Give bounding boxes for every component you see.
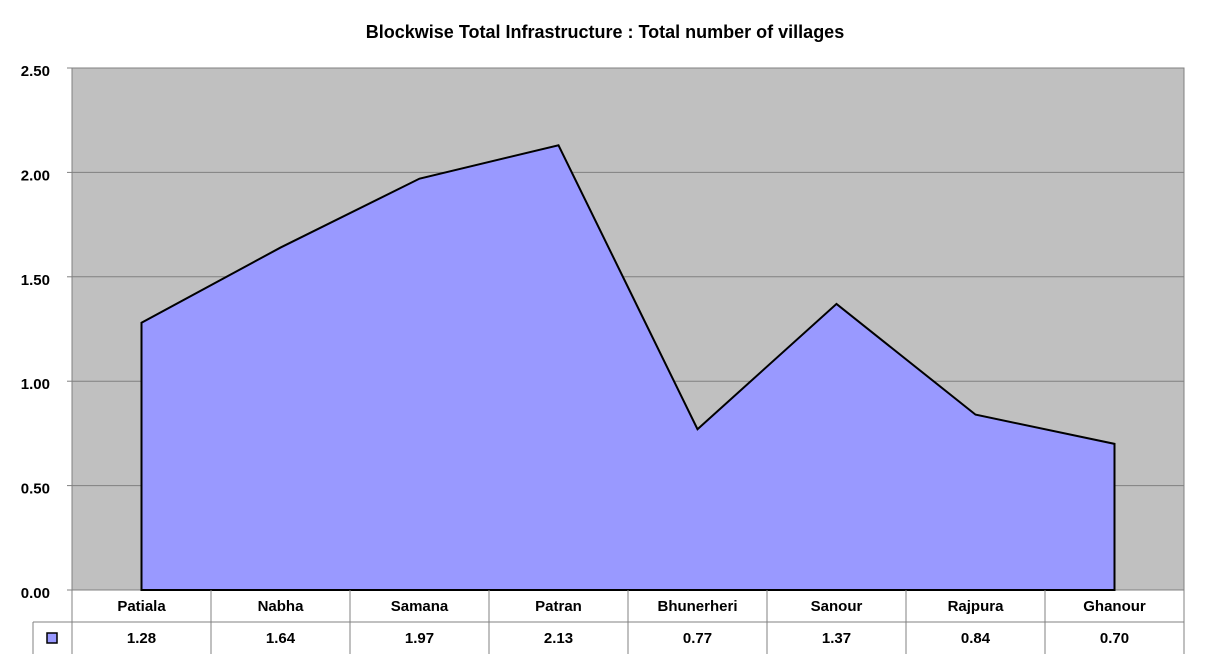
x-tick-label: Nabha — [258, 598, 305, 615]
legend-key — [46, 632, 58, 644]
y-tick-label: 0.00 — [21, 585, 50, 602]
value-label: 2.13 — [544, 630, 573, 647]
y-tick-label: 2.50 — [21, 63, 50, 80]
y-tick-label: 1.50 — [21, 272, 50, 289]
x-tick-label: Patiala — [117, 598, 166, 615]
value-label: 0.70 — [1100, 630, 1129, 647]
value-label: 1.64 — [266, 630, 296, 647]
x-tick-label: Rajpura — [948, 598, 1005, 615]
x-tick-label: Ghanour — [1083, 598, 1146, 615]
area — [140, 144, 1116, 591]
value-label: 1.97 — [405, 630, 434, 647]
y-tick-label: 2.00 — [21, 167, 50, 184]
x-tick-label: Sanour — [811, 598, 863, 615]
y-tick-label: 1.00 — [21, 376, 50, 393]
chart-title: Blockwise Total Infrastructure : Total n… — [366, 22, 844, 42]
x-tick-label: Bhunerheri — [657, 598, 737, 615]
value-label: 1.37 — [822, 630, 851, 647]
value-label: 1.28 — [127, 630, 156, 647]
value-label: 0.77 — [683, 630, 712, 647]
x-tick-label: Samana — [391, 598, 449, 615]
value-label: 0.84 — [961, 630, 991, 647]
x-tick-label: Patran — [535, 598, 582, 615]
y-tick-label: 0.50 — [21, 481, 50, 498]
